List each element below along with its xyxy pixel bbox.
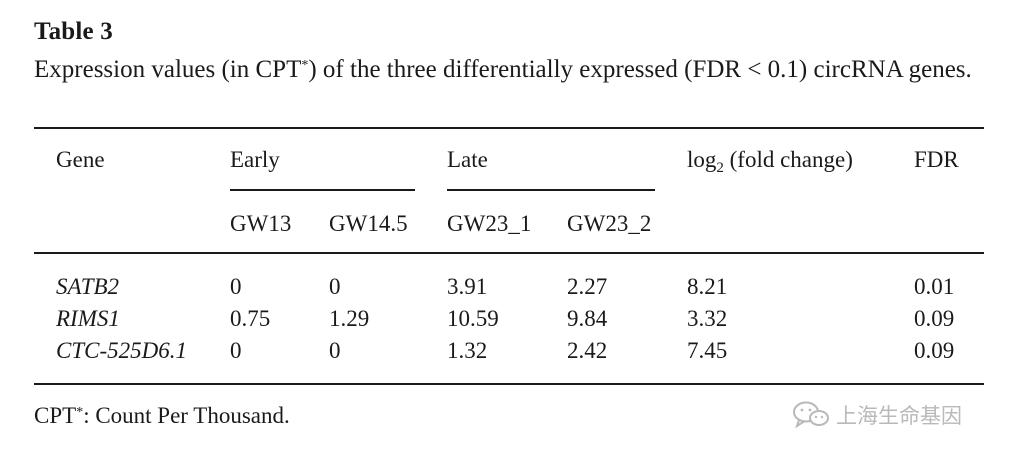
cell-gw13: 0 (230, 338, 242, 363)
table-caption: Expression values (in CPT*) of the three… (34, 53, 984, 86)
header-gw23-1: GW23_1 (447, 211, 532, 236)
footnote-asterisk: * (76, 405, 84, 420)
cell-gw13: 0 (230, 274, 242, 299)
cell-gw14-5: 1.29 (329, 306, 370, 331)
caption-text-end: ) of the three differentially expressed … (308, 56, 972, 83)
cell-gw23-2: 9.84 (567, 306, 608, 331)
log-prefix: log (687, 147, 717, 172)
early-group-rule (230, 189, 415, 191)
watermark: 上海生命基因 (792, 400, 962, 430)
header-gw13: GW13 (230, 211, 292, 236)
cell-fdr: 0.09 (914, 306, 955, 331)
cell-gw23-1: 10.59 (447, 306, 499, 331)
cell-gw23-1: 1.32 (447, 338, 488, 363)
header-fdr: FDR (914, 147, 959, 172)
cell-gw13: 0.75 (230, 306, 271, 331)
log-subscript: 2 (716, 160, 724, 176)
header-early: Early (230, 147, 280, 172)
header-gene: Gene (56, 147, 105, 172)
cell-fdr: 0.01 (914, 274, 955, 299)
cell-log2fc: 3.32 (687, 306, 728, 331)
cell-gene: SATB2 (56, 274, 120, 299)
bottom-rule (34, 383, 984, 385)
cell-log2fc: 7.45 (687, 338, 728, 363)
caption-text-start: Expression values (in CPT (34, 56, 302, 83)
cell-log2fc: 8.21 (687, 274, 728, 299)
top-rule (34, 127, 984, 129)
log-suffix: (fold change) (723, 147, 853, 172)
table-footnote: CPT*: Count Per Thousand. (34, 402, 290, 430)
header-rule (34, 252, 984, 254)
cell-gw23-2: 2.27 (567, 274, 608, 299)
header-log2-fold-change: log2 (fold change) (687, 146, 853, 176)
cell-gw14-5: 0 (329, 338, 341, 363)
header-gw23-2: GW23_2 (567, 211, 652, 236)
footnote-text-end: : Count Per Thousand. (83, 403, 290, 428)
cell-gene: CTC-525D6.1 (56, 338, 187, 363)
header-gw14-5: GW14.5 (329, 211, 408, 236)
table-title: Table 3 (34, 18, 113, 45)
cell-gw23-1: 3.91 (447, 274, 488, 299)
cell-gw23-2: 2.42 (567, 338, 608, 363)
watermark-text: 上海生命基因 (836, 404, 962, 428)
cell-gene: RIMS1 (56, 306, 120, 331)
footnote-text-start: CPT (34, 403, 77, 428)
late-group-rule (447, 189, 655, 191)
cell-fdr: 0.09 (914, 338, 955, 363)
cell-gw14-5: 0 (329, 274, 341, 299)
wechat-icon (792, 400, 830, 430)
header-late: Late (447, 147, 488, 172)
caption-asterisk: * (301, 58, 309, 73)
